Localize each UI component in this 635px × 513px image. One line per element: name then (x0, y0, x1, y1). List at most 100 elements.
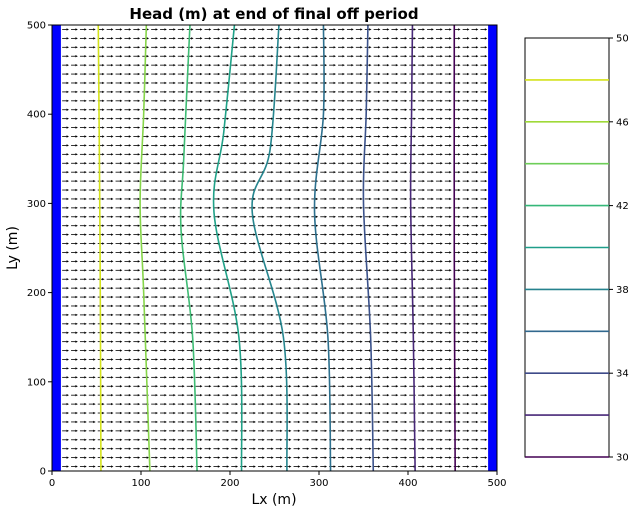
velocity-arrow (79, 411, 87, 415)
velocity-arrow (88, 313, 96, 317)
velocity-arrow (213, 55, 221, 58)
velocity-arrow (302, 99, 310, 103)
velocity-arrow (346, 126, 354, 129)
velocity-arrow (329, 251, 336, 254)
velocity-arrow (79, 367, 87, 370)
velocity-arrow (346, 295, 354, 299)
velocity-arrow (115, 402, 123, 406)
velocity-arrow (177, 278, 185, 281)
velocity-arrow (293, 322, 301, 326)
velocity-arrow (320, 251, 328, 254)
velocity-arrow (177, 438, 185, 441)
velocity-arrow (106, 358, 114, 361)
velocity-arrow (79, 393, 87, 397)
velocity-arrow (231, 126, 239, 129)
velocity-arrow (213, 37, 221, 40)
velocity-arrow (346, 108, 354, 111)
velocity-arrow (195, 162, 203, 165)
velocity-arrow (435, 349, 443, 352)
velocity-arrow (71, 420, 78, 424)
velocity-arrow (444, 144, 452, 147)
velocity-arrow (373, 465, 381, 468)
velocity-arrow (204, 438, 212, 441)
velocity-arrow (435, 429, 443, 433)
velocity-arrow (480, 135, 488, 138)
velocity-arrow (204, 278, 212, 281)
velocity-arrow (249, 72, 256, 76)
velocity-arrow (249, 90, 256, 94)
velocity-arrow (106, 206, 114, 210)
velocity-arrow (338, 358, 345, 361)
velocity-arrow (391, 126, 399, 129)
velocity-arrow (338, 206, 345, 210)
velocity-arrow (418, 411, 425, 415)
velocity-arrow (320, 411, 328, 415)
velocity-arrow (471, 55, 479, 58)
velocity-arrow (240, 179, 247, 183)
velocity-arrow (124, 358, 132, 361)
velocity-arrow (204, 393, 212, 397)
velocity-arrow (355, 63, 363, 67)
velocity-arrow (480, 46, 488, 49)
velocity-arrow (355, 233, 363, 236)
velocity-arrow (88, 429, 96, 433)
velocity-arrow (293, 99, 301, 103)
velocity-arrow (62, 179, 69, 183)
velocity-arrow (115, 429, 123, 433)
velocity-arrow (373, 376, 381, 379)
velocity-arrow (62, 411, 69, 415)
velocity-arrow (311, 402, 319, 406)
velocity-arrow (106, 322, 114, 326)
velocity-arrow (391, 402, 399, 406)
velocity-arrow (195, 126, 203, 129)
velocity-arrow (186, 206, 194, 210)
velocity-arrow (435, 367, 443, 370)
velocity-arrow (177, 46, 185, 49)
velocity-arrow (346, 215, 354, 218)
velocity-arrow (435, 37, 443, 40)
velocity-arrow (346, 144, 354, 147)
velocity-arrow (231, 135, 239, 138)
velocity-arrow (62, 367, 69, 370)
velocity-arrow (168, 179, 176, 183)
velocity-arrow (346, 340, 354, 343)
velocity-arrow (302, 465, 310, 468)
velocity-arrow (435, 153, 443, 156)
velocity-arrow (79, 153, 87, 156)
velocity-arrow (249, 126, 256, 129)
velocity-arrow (133, 215, 141, 218)
velocity-arrow (364, 179, 372, 183)
velocity-arrow (186, 144, 194, 147)
velocity-arrow (240, 197, 247, 201)
velocity-arrow (373, 90, 381, 94)
velocity-arrow (124, 278, 132, 281)
velocity-arrow (302, 340, 310, 343)
velocity-arrow (471, 99, 479, 103)
velocity-arrow (222, 188, 230, 192)
velocity-arrow (480, 286, 488, 290)
velocity-arrow (338, 179, 345, 183)
velocity-arrow (382, 429, 390, 433)
velocity-arrow (124, 126, 132, 129)
velocity-arrow (62, 162, 69, 165)
velocity-arrow (471, 331, 479, 334)
velocity-arrow (160, 55, 167, 58)
velocity-arrow (62, 313, 69, 317)
velocity-arrow (400, 286, 408, 290)
velocity-arrow (320, 224, 328, 227)
velocity-arrow (249, 367, 256, 370)
x-tick-label: 100 (131, 478, 150, 489)
velocity-arrow (346, 63, 354, 67)
velocity-arrow (168, 215, 176, 218)
velocity-arrow (293, 367, 301, 370)
velocity-arrow (71, 269, 78, 272)
velocity-arrow (391, 260, 399, 263)
velocity-arrow (471, 170, 479, 174)
velocity-arrow (382, 46, 390, 49)
velocity-arrow (373, 260, 381, 263)
velocity-arrow (71, 447, 78, 450)
velocity-arrow (133, 331, 141, 334)
velocity-arrow (355, 304, 363, 308)
velocity-arrow (115, 179, 123, 183)
velocity-arrow (62, 90, 69, 94)
